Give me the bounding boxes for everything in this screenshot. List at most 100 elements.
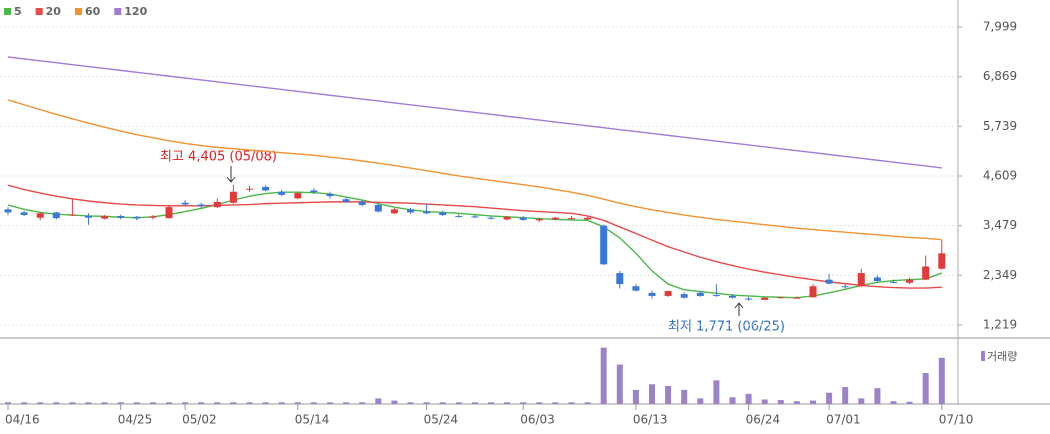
- candle-body: [20, 212, 28, 216]
- volume-bar: [520, 402, 527, 404]
- candle-body: [229, 191, 237, 203]
- candle-body: [342, 199, 350, 202]
- volume-bar: [53, 402, 60, 404]
- candle-body: [922, 266, 930, 280]
- legend-swatch: [74, 8, 82, 15]
- legend-swatch: [114, 8, 122, 15]
- volume-bar: [455, 402, 462, 404]
- legend-label: 60: [85, 5, 101, 18]
- volume-bar: [649, 384, 655, 404]
- ma-line: [7, 184, 942, 289]
- volume-bar: [552, 402, 559, 404]
- candle-body: [857, 273, 865, 287]
- volume-bar: [761, 399, 768, 404]
- volume-bar: [874, 388, 881, 404]
- candle-body: [85, 215, 92, 218]
- candle-body: [117, 215, 125, 218]
- volume-bar: [810, 400, 816, 404]
- volume-bar: [488, 402, 494, 404]
- low-annotation: 최저 1,771 (06/25): [668, 320, 785, 335]
- volume-bar: [391, 400, 398, 404]
- candle-body: [729, 295, 736, 298]
- volume-bar: [182, 402, 189, 404]
- volume-bar: [842, 387, 849, 404]
- volume-bar: [922, 373, 929, 404]
- y-tick-label: 2,349: [983, 268, 1017, 282]
- volume-bar: [117, 402, 124, 404]
- volume-bar: [858, 398, 865, 404]
- x-tick-label: 06/13: [633, 413, 668, 427]
- candle-body: [181, 202, 189, 205]
- volume-bar: [5, 402, 11, 404]
- candle-body: [439, 212, 447, 216]
- candle-body: [213, 201, 221, 208]
- volume-bar: [69, 402, 76, 404]
- candle-body: [487, 217, 495, 219]
- volume-bar: [632, 389, 639, 404]
- volume-bar: [262, 402, 269, 404]
- volume-bar: [439, 402, 446, 404]
- legend-swatch: [4, 8, 11, 15]
- volume-bar: [198, 402, 205, 404]
- volume-bar: [327, 402, 333, 404]
- volume-bar: [826, 392, 833, 404]
- legend-label: 5: [14, 5, 22, 18]
- y-tick-label: 3,479: [983, 218, 1017, 232]
- volume-bar: [343, 402, 350, 404]
- volume-bar: [793, 401, 800, 404]
- volume-bar: [681, 389, 688, 404]
- volume-bar: [423, 402, 430, 404]
- candle-body: [551, 217, 559, 220]
- candle-body: [358, 201, 366, 205]
- high-annotation: 최고 4,405 (05/08): [160, 150, 277, 165]
- volume-bar: [149, 402, 156, 404]
- volume-legend: 거래량: [987, 350, 1017, 363]
- volume-bar: [471, 402, 478, 404]
- candle-body: [793, 297, 801, 299]
- candle-body: [535, 219, 543, 221]
- volume-bar: [21, 402, 28, 404]
- candle-body: [825, 279, 833, 284]
- legend-label: 20: [46, 5, 62, 18]
- volume-bar: [697, 398, 704, 404]
- candle-body: [101, 215, 109, 219]
- x-tick-label: 06/24: [746, 413, 781, 427]
- candle-body: [262, 186, 270, 191]
- volume-bar: [214, 402, 221, 404]
- candle-body: [745, 298, 753, 300]
- x-tick-label: 05/02: [182, 413, 217, 427]
- candle-body: [52, 212, 60, 219]
- ma-line: [7, 99, 942, 241]
- candle-body: [133, 216, 141, 219]
- volume-bar: [568, 402, 575, 404]
- candle-body: [165, 207, 173, 219]
- volume-bar: [359, 402, 366, 404]
- candle-body: [503, 216, 511, 220]
- candle-body: [68, 214, 76, 216]
- candle-body: [616, 273, 624, 285]
- volume-bar: [230, 402, 237, 404]
- candle-body: [890, 281, 897, 283]
- candle-body: [519, 217, 527, 220]
- candle-body: [696, 292, 704, 296]
- candle-body: [36, 213, 44, 218]
- volume-bar: [616, 364, 623, 404]
- candle-body: [761, 297, 769, 300]
- volume-bar: [584, 402, 591, 404]
- volume-bar: [166, 402, 172, 404]
- candle-body: [246, 188, 253, 190]
- volume-bar: [890, 401, 897, 404]
- x-tick-label: 06/03: [520, 413, 555, 427]
- legend-label: 120: [124, 5, 147, 18]
- candle-body: [906, 279, 914, 283]
- candle-body: [680, 294, 688, 298]
- volume-bar: [504, 402, 511, 404]
- candle-body: [423, 211, 431, 214]
- y-tick-label: 1,219: [983, 317, 1017, 331]
- volume-bar: [729, 397, 736, 404]
- y-tick-label: 7,999: [983, 19, 1017, 33]
- volume-bar: [600, 347, 607, 404]
- candle-body: [149, 216, 157, 218]
- x-tick-label: 04/25: [118, 413, 153, 427]
